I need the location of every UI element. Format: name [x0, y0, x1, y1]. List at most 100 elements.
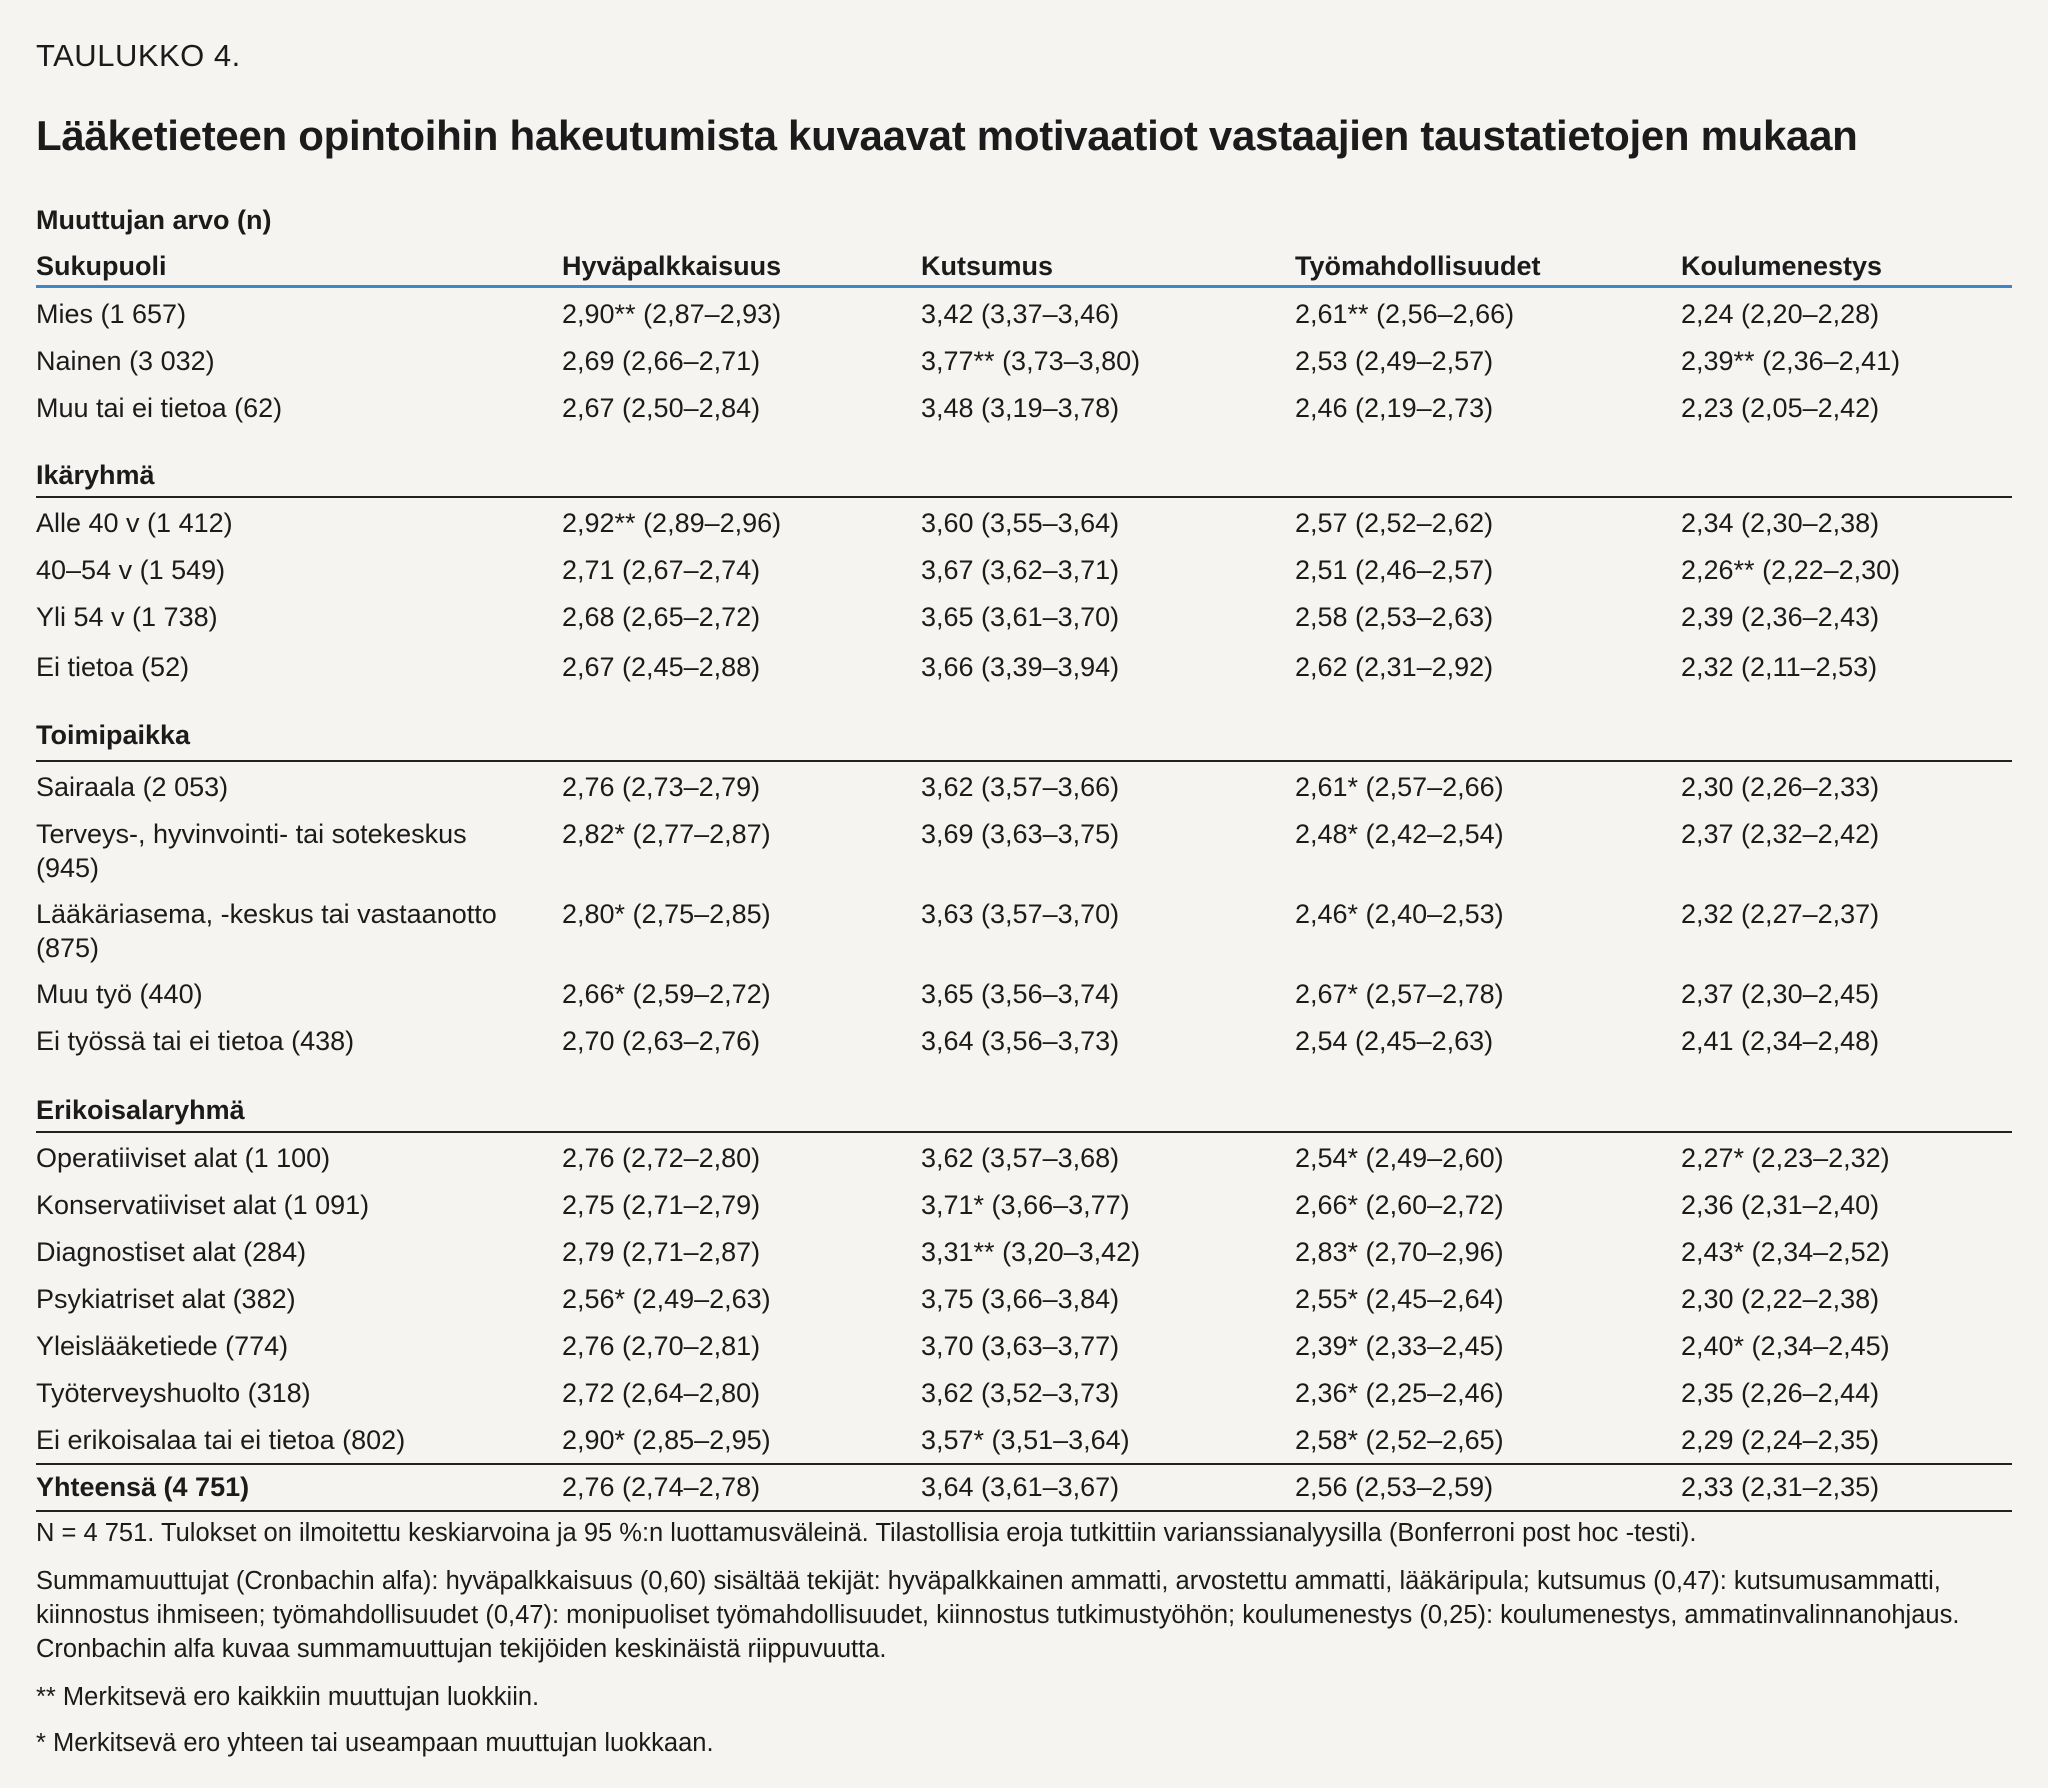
cell-value: 2,76 (2,74–2,78) — [562, 1472, 761, 1502]
variable-header: Muuttujan arvo (n) — [36, 205, 272, 235]
note-sum-variables: Summamuuttujat (Cronbachin alfa): hyväpa… — [36, 1567, 1960, 1663]
cell-value: 3,60 (3,55–3,64) — [921, 508, 1120, 538]
cell-value: 3,64 (3,56–3,73) — [921, 1026, 1120, 1056]
cell-value: 2,48* (2,42–2,54) — [1295, 819, 1504, 849]
cell-value: 2,39** (2,36–2,41) — [1681, 346, 1901, 376]
cell-value: 3,48 (3,19–3,78) — [921, 393, 1120, 423]
row-label: Diagnostiset alat (284) — [36, 1237, 307, 1267]
table-rule — [36, 496, 2012, 498]
cell-value: 3,75 (3,66–3,84) — [921, 1284, 1120, 1314]
cell-value: Hyväpalkkaisuus — [562, 251, 782, 281]
cell-value: 2,32 (2,11–2,53) — [1681, 652, 1878, 682]
cell-value: 2,43* (2,34–2,52) — [1681, 1237, 1890, 1267]
cell-value: 3,62 (3,57–3,66) — [921, 772, 1120, 802]
row-label: Mies (1 657) — [36, 299, 187, 329]
cell-value: 3,57* (3,51–3,64) — [921, 1425, 1130, 1455]
cell-value: 2,57 (2,52–2,62) — [1295, 508, 1494, 538]
cell-value: 2,79 (2,71–2,87) — [562, 1237, 761, 1267]
row-label: Operatiiviset alat (1 100) — [36, 1143, 331, 1173]
cell-value: 3,31** (3,20–3,42) — [921, 1237, 1141, 1267]
cell-value: 3,64 (3,61–3,67) — [921, 1472, 1120, 1502]
cell-value: 2,67 (2,45–2,88) — [562, 652, 761, 682]
row-label: Konservatiiviset alat (1 091) — [36, 1190, 370, 1220]
cell-value: 2,56 (2,53–2,59) — [1295, 1472, 1494, 1502]
table-rule — [36, 760, 2012, 762]
table-label: TAULUKKO 4. — [36, 38, 241, 73]
cell-value: 2,53 (2,49–2,57) — [1295, 346, 1494, 376]
cell-value: 2,72 (2,64–2,80) — [562, 1378, 761, 1408]
cell-value: 3,70 (3,63–3,77) — [921, 1331, 1120, 1361]
cell-value: 2,35 (2,26–2,44) — [1681, 1378, 1880, 1408]
cell-value: 2,61** (2,56–2,66) — [1295, 299, 1515, 329]
cell-value: 3,77** (3,73–3,80) — [921, 346, 1141, 376]
cell-value: 2,58 (2,53–2,63) — [1295, 602, 1494, 632]
cell-value: Koulumenestys — [1681, 251, 1883, 281]
cell-value: 2,76 (2,70–2,81) — [562, 1331, 761, 1361]
note-method: N = 4 751. Tulokset on ilmoitettu keskia… — [36, 1519, 1697, 1547]
cell-value: 2,69 (2,66–2,71) — [562, 346, 761, 376]
cell-value: 2,58* (2,52–2,65) — [1295, 1425, 1504, 1455]
row-label: Yhteensä (4 751) — [36, 1472, 250, 1502]
cell-value: 2,76 (2,72–2,80) — [562, 1143, 761, 1173]
cell-value: 2,40* (2,34–2,45) — [1681, 1331, 1890, 1361]
cell-value: 3,66 (3,39–3,94) — [921, 652, 1120, 682]
row-label: Sukupuoli — [36, 251, 167, 281]
cell-value: 2,75 (2,71–2,79) — [562, 1190, 761, 1220]
cell-value: 3,42 (3,37–3,46) — [921, 299, 1120, 329]
cell-value: 2,37 (2,32–2,42) — [1681, 819, 1880, 849]
cell-value: 2,54* (2,49–2,60) — [1295, 1143, 1504, 1173]
cell-value: 2,39 (2,36–2,43) — [1681, 602, 1880, 632]
cell-value: 2,34 (2,30–2,38) — [1681, 508, 1880, 538]
cell-value: 2,83* (2,70–2,96) — [1295, 1237, 1504, 1267]
cell-value: 3,62 (3,52–3,73) — [921, 1378, 1120, 1408]
cell-value: 2,26** (2,22–2,30) — [1681, 555, 1901, 585]
row-label: Yleislääketiede (774) — [36, 1331, 289, 1361]
cell-value: 2,51 (2,46–2,57) — [1295, 555, 1494, 585]
cell-value: 3,71* (3,66–3,77) — [921, 1190, 1130, 1220]
table-rule — [36, 285, 2012, 288]
row-label: Terveys-, hyvinvointi- tai sotekeskus (9… — [36, 819, 467, 883]
cell-value: 2,24 (2,20–2,28) — [1681, 299, 1880, 329]
cell-value: 3,65 (3,61–3,70) — [921, 602, 1120, 632]
table-rule — [36, 1510, 2012, 1512]
cell-value: 2,36* (2,25–2,46) — [1295, 1378, 1504, 1408]
cell-value: 2,23 (2,05–2,42) — [1681, 393, 1880, 423]
cell-value: 2,70 (2,63–2,76) — [562, 1026, 761, 1056]
cell-value: 2,29 (2,24–2,35) — [1681, 1425, 1880, 1455]
cell-value: 2,37 (2,30–2,45) — [1681, 979, 1880, 1009]
table-rule — [36, 1463, 2012, 1465]
row-label: Ei työssä tai ei tietoa (438) — [36, 1026, 355, 1056]
cell-value: 2,61* (2,57–2,66) — [1295, 772, 1504, 802]
row-label: 40–54 v (1 549) — [36, 555, 226, 585]
cell-value: 2,36 (2,31–2,40) — [1681, 1190, 1880, 1220]
cell-value: 2,54 (2,45–2,63) — [1295, 1026, 1494, 1056]
cell-value: 2,80* (2,75–2,85) — [562, 899, 771, 929]
group-label: Erikoisalaryhmä — [36, 1095, 245, 1125]
cell-value: 2,62 (2,31–2,92) — [1295, 652, 1494, 682]
cell-value: 2,41 (2,34–2,48) — [1681, 1026, 1880, 1056]
cell-value: Kutsumus — [921, 251, 1054, 281]
cell-value: 2,76 (2,73–2,79) — [562, 772, 761, 802]
cell-value: 2,46 (2,19–2,73) — [1295, 393, 1494, 423]
row-label: Psykiatriset alat (382) — [36, 1284, 296, 1314]
cell-value: 2,39* (2,33–2,45) — [1295, 1331, 1504, 1361]
cell-value: 3,62 (3,57–3,68) — [921, 1143, 1120, 1173]
cell-value: 2,32 (2,27–2,37) — [1681, 899, 1880, 929]
row-label: Muu tai ei tietoa (62) — [36, 393, 283, 423]
cell-value: 2,30 (2,26–2,33) — [1681, 772, 1880, 802]
row-label: Sairaala (2 053) — [36, 772, 229, 802]
cell-value: 2,82* (2,77–2,87) — [562, 819, 771, 849]
cell-value: 2,56* (2,49–2,63) — [562, 1284, 771, 1314]
row-label: Yli 54 v (1 738) — [36, 602, 218, 632]
cell-value: 3,69 (3,63–3,75) — [921, 819, 1120, 849]
cell-value: 2,67* (2,57–2,78) — [1295, 979, 1504, 1009]
cell-value: 2,27* (2,23–2,32) — [1681, 1143, 1890, 1173]
row-label: Ei tietoa (52) — [36, 652, 190, 682]
cell-value: 2,55* (2,45–2,64) — [1295, 1284, 1504, 1314]
row-label: Nainen (3 032) — [36, 346, 215, 376]
row-label: Muu työ (440) — [36, 979, 203, 1009]
cell-value: 2,66* (2,59–2,72) — [562, 979, 771, 1009]
cell-value: Työmahdollisuudet — [1295, 251, 1541, 281]
group-label: Ikäryhmä — [36, 460, 155, 490]
cell-value: 2,30 (2,22–2,38) — [1681, 1284, 1880, 1314]
